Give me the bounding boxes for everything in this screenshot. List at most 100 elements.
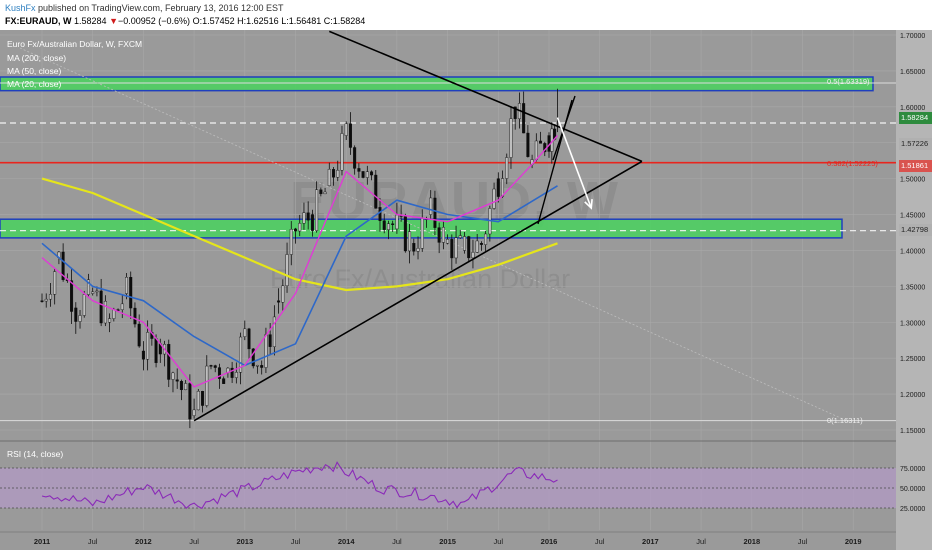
time-tick-label: 2016 [541, 537, 558, 546]
publish-info: published on TradingView.com, February 1… [38, 3, 284, 13]
candle-body [353, 147, 357, 169]
candle-body [44, 298, 48, 302]
time-tick-label: Jul [798, 537, 808, 546]
price-tick-label: 1.50000 [900, 177, 925, 184]
candle-body [395, 214, 399, 230]
time-tick-label: 2014 [338, 537, 356, 546]
candle-body [433, 197, 437, 228]
price-change: −0.00952 (−0.6%) [118, 16, 191, 26]
legend-ma50[interactable]: MA (50, close) [7, 66, 62, 76]
candle-body [184, 383, 188, 391]
candle-body [70, 280, 74, 312]
candle-body [332, 169, 336, 178]
candle-body [112, 309, 116, 319]
candle-body [467, 236, 471, 259]
candle-body [340, 133, 344, 171]
candle-body [171, 372, 175, 380]
time-tick-label: 2019 [845, 537, 862, 546]
candle-body [450, 239, 454, 259]
candle-body [374, 174, 378, 209]
candle-body [277, 300, 281, 303]
time-tick-label: Jul [291, 537, 301, 546]
candle-body [505, 157, 509, 179]
candle-body [429, 197, 433, 215]
time-tick-label: Jul [595, 537, 605, 546]
price-tick-label: 1.60000 [900, 105, 925, 112]
legend-rsi[interactable]: RSI (14, close) [7, 449, 64, 459]
candle-body [272, 316, 276, 347]
candle-body [391, 223, 395, 225]
ma20-line [41, 135, 559, 388]
candle-body [382, 220, 386, 230]
legend-ma20[interactable]: MA (20, close) [7, 79, 62, 89]
open-price: O:1.57452 [192, 16, 235, 26]
time-tick-label: Jul [392, 537, 402, 546]
rsi-line [41, 461, 558, 510]
author-link[interactable]: KushFx [5, 3, 36, 13]
candle-body [446, 239, 450, 244]
down-arrow-icon: ▼ [109, 16, 118, 26]
candle-body [154, 338, 158, 363]
candle-body [108, 318, 112, 323]
candle-body [167, 344, 171, 380]
projection-arrow-shaft [556, 117, 592, 209]
candle-body [213, 365, 217, 368]
candle-body [234, 372, 238, 378]
time-tick-label: Jul [88, 537, 98, 546]
candle-body [454, 237, 458, 259]
badge-level-3: 1.42798 [899, 224, 932, 236]
candle-body [471, 252, 475, 259]
candle-body [61, 251, 65, 280]
candle-body [534, 140, 538, 160]
candle-body [230, 367, 234, 378]
price-tick-label: 1.30000 [900, 320, 925, 327]
candle-body [408, 231, 412, 252]
candle-body [496, 178, 500, 197]
candle-body [146, 332, 150, 360]
rsi-tick-label: 25.0000 [900, 506, 925, 513]
candle-body [260, 365, 264, 368]
candle-body [91, 291, 95, 294]
candle-body [492, 188, 496, 209]
candle-body [294, 228, 298, 232]
dotted-trend-line [19, 47, 846, 421]
fib-label-0382: 0.382(1.52225) [827, 159, 878, 168]
price-tick-label: 1.15000 [900, 428, 925, 435]
candle-body [251, 348, 255, 367]
price-tick-label: 1.25000 [900, 356, 925, 363]
candle-body [243, 328, 247, 337]
candle-body [323, 191, 327, 195]
candle-body [129, 277, 133, 309]
candle-body [298, 223, 302, 232]
candle-body [370, 171, 374, 176]
ma50-line [41, 185, 558, 367]
candle-body [201, 390, 205, 406]
candle-body [53, 271, 57, 295]
candle-body [437, 227, 441, 243]
candle-body [357, 168, 361, 172]
candle-body [522, 103, 526, 134]
candle-body [463, 236, 467, 251]
badge-current-price: 1.58284 [899, 112, 932, 124]
time-tick-label: 2011 [34, 537, 50, 546]
chart-title: Euro Fx/Australian Dollar, W, FXCM [7, 39, 143, 49]
chart-area[interactable] [0, 30, 932, 550]
rsi-tick-label: 75.0000 [900, 466, 925, 473]
price-tick-label: 1.45000 [900, 213, 925, 220]
high-price: H:1.62516 [237, 16, 279, 26]
candle-body [479, 243, 483, 245]
candle-body [175, 379, 179, 382]
legend-ma200[interactable]: MA (200, close) [7, 53, 67, 63]
candle-body [217, 367, 221, 379]
candle-body [124, 277, 128, 294]
candle-body [327, 169, 331, 187]
candle-body [526, 132, 530, 157]
candle-body [412, 243, 416, 252]
candle-body [247, 328, 251, 350]
candle-body [336, 170, 340, 178]
candle-body [239, 336, 243, 373]
candle-body [82, 294, 86, 316]
time-tick-label: 2013 [236, 537, 253, 546]
triangle-trendline [193, 160, 643, 422]
